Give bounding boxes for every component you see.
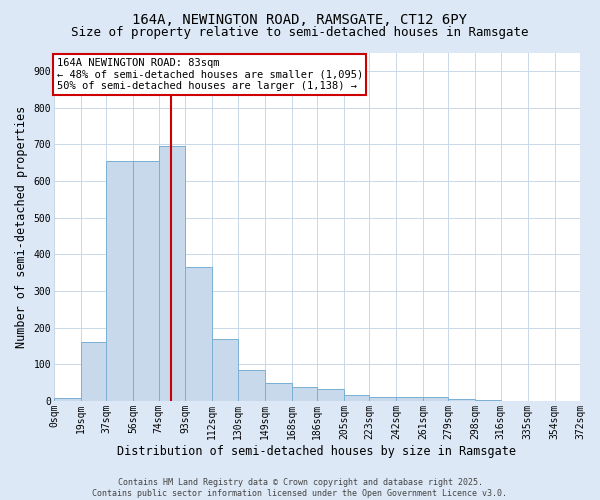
Bar — [238, 370, 265, 401]
Text: Contains HM Land Registry data © Crown copyright and database right 2025.
Contai: Contains HM Land Registry data © Crown c… — [92, 478, 508, 498]
Bar — [370, 396, 396, 401]
Text: Size of property relative to semi-detached houses in Ramsgate: Size of property relative to semi-detach… — [71, 26, 529, 39]
Bar — [423, 397, 448, 401]
Bar — [158, 146, 185, 401]
Bar — [317, 389, 344, 401]
Text: 164A, NEWINGTON ROAD, RAMSGATE, CT12 6PY: 164A, NEWINGTON ROAD, RAMSGATE, CT12 6PY — [133, 12, 467, 26]
Bar — [212, 338, 238, 401]
Y-axis label: Number of semi-detached properties: Number of semi-detached properties — [15, 106, 28, 348]
Bar — [396, 396, 423, 401]
Bar — [344, 396, 370, 401]
Bar — [292, 388, 317, 401]
Bar — [448, 399, 475, 401]
Bar — [133, 160, 158, 401]
Bar — [475, 400, 501, 401]
Bar — [265, 384, 292, 401]
Bar — [185, 267, 212, 401]
X-axis label: Distribution of semi-detached houses by size in Ramsgate: Distribution of semi-detached houses by … — [118, 444, 517, 458]
Bar — [106, 160, 133, 401]
Text: 164A NEWINGTON ROAD: 83sqm
← 48% of semi-detached houses are smaller (1,095)
50%: 164A NEWINGTON ROAD: 83sqm ← 48% of semi… — [56, 58, 363, 91]
Bar — [54, 398, 81, 401]
Bar — [81, 342, 106, 401]
